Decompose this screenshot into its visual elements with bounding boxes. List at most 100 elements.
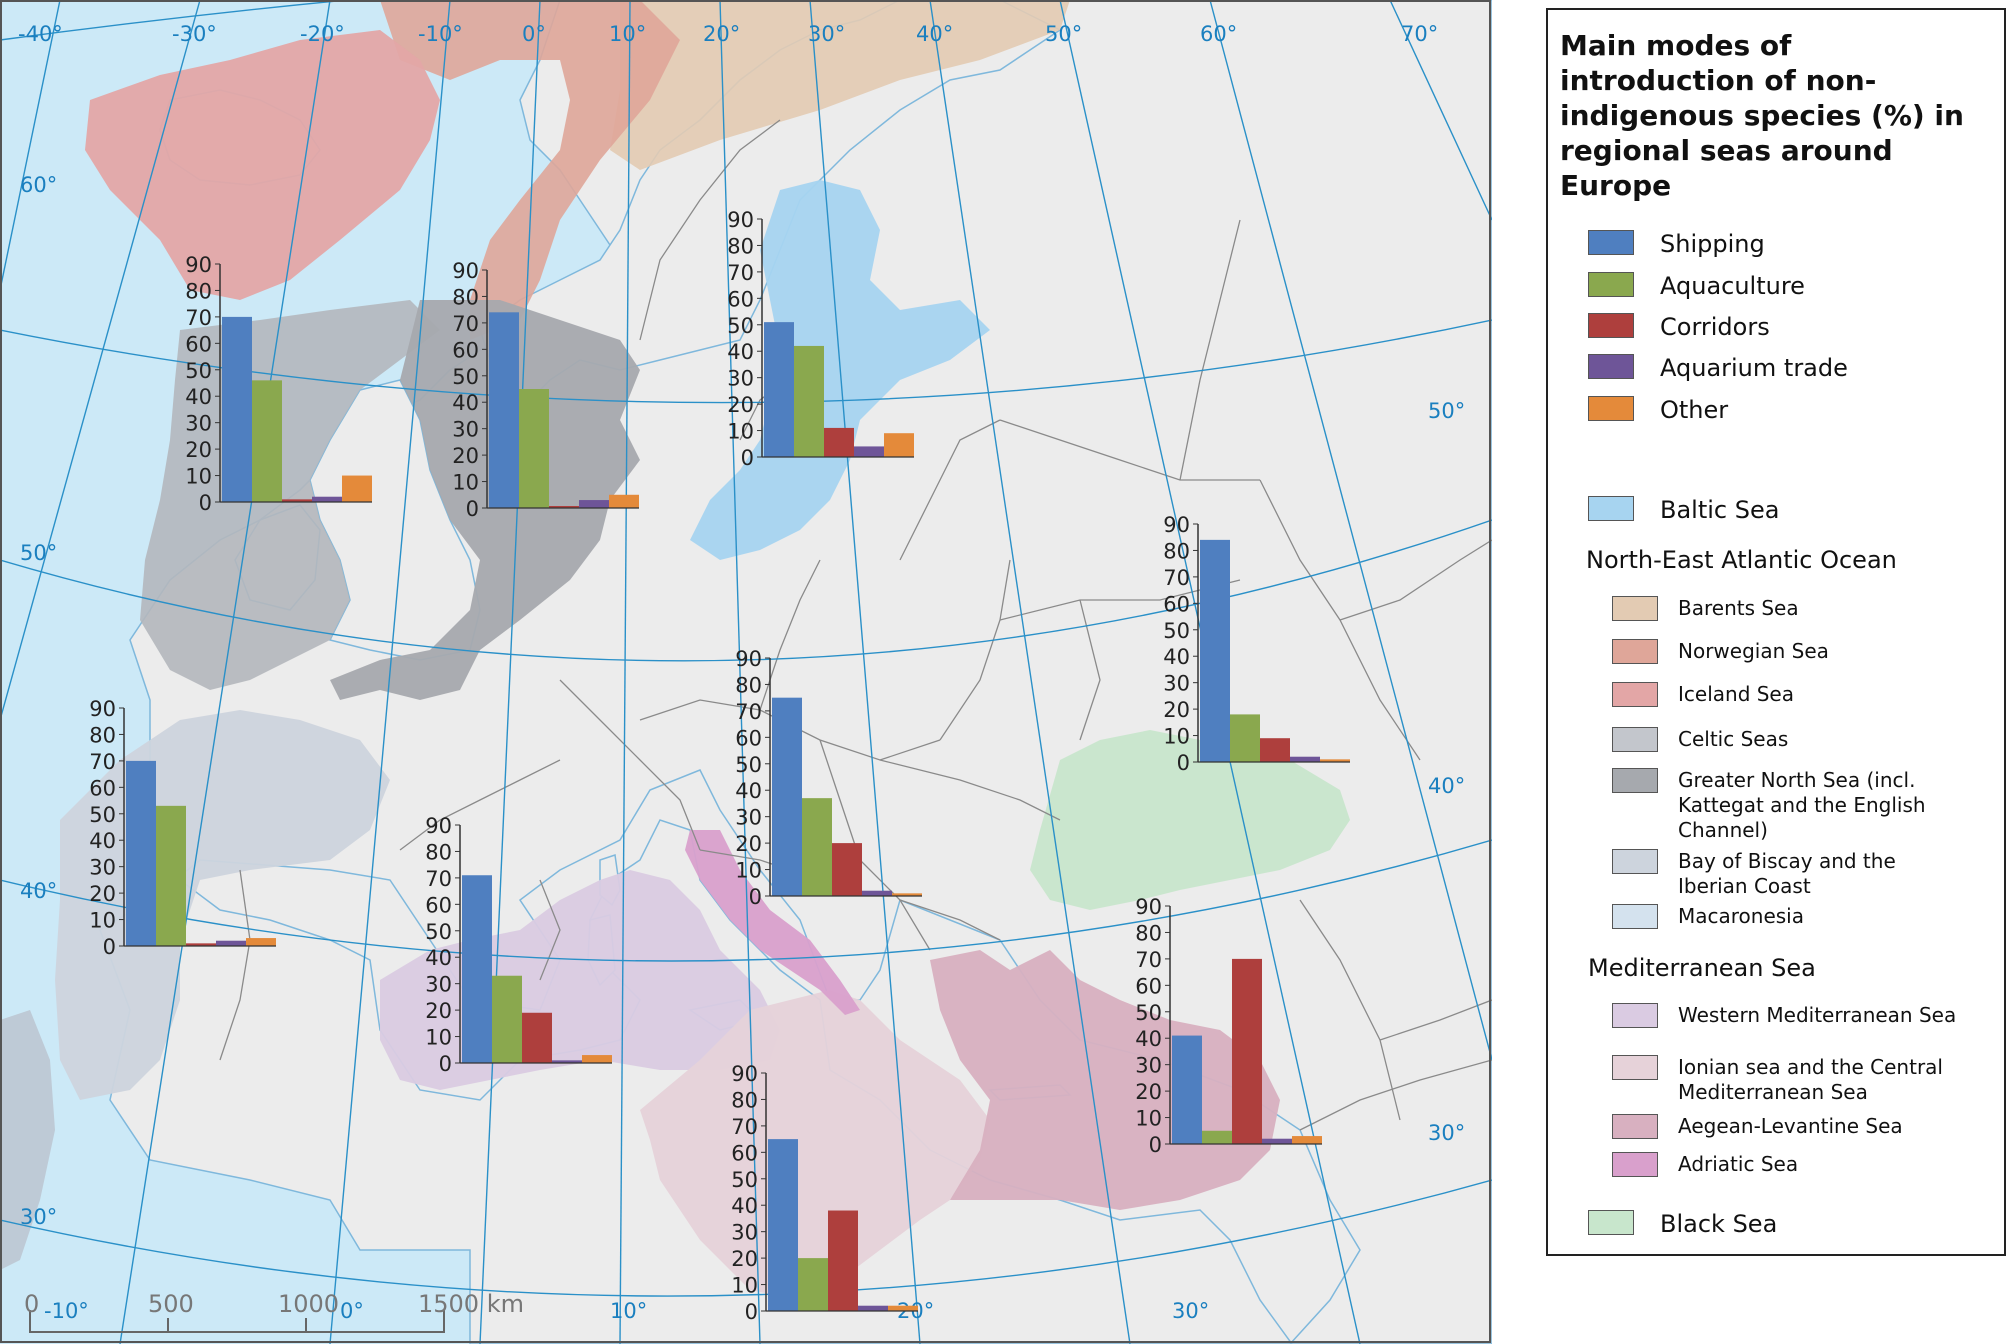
legend-swatch [1612,682,1658,707]
y-tick-label: 20 [727,393,754,417]
scale-label: 0 [24,1290,39,1318]
legend-item-norwegian: Norwegian Sea [1612,639,1829,664]
y-tick-label: 80 [731,1088,758,1112]
bar-aquaculture [794,345,824,457]
legend-label: Black Sea [1660,1210,1778,1238]
bar-shipping [489,312,519,508]
legend-item-aegean: Aegean-Levantine Sea [1612,1114,1903,1139]
y-tick-label: 60 [1163,592,1190,616]
y-tick-label: 20 [731,1247,758,1271]
legend-swatch [1612,727,1658,752]
y-tick-label: 0 [199,491,212,515]
legend-label: Other [1660,396,1729,424]
y-tick-label: 0 [439,1052,452,1076]
bar-corridors [824,427,854,457]
y-tick-label: 80 [425,840,452,864]
bar-aquarium-trade [862,890,892,896]
scale-bar: 0 500 1000 1500 km [24,1290,524,1333]
bar-shipping [462,875,492,1063]
y-tick-label: 40 [1135,1027,1162,1051]
y-tick-label: 80 [185,279,212,303]
legend-label: Aegean-Levantine Sea [1678,1114,1903,1138]
lat-label: 50° [20,541,57,565]
bar-other [609,494,639,508]
y-tick-label: 70 [89,750,116,774]
y-tick-label: 90 [425,814,452,838]
legend-item-shipping: Shipping [1588,230,1765,258]
lon-label: -30° [172,22,217,46]
legend-swatch [1612,849,1658,874]
legend-label: Celtic Seas [1678,727,1789,751]
y-tick-label: 50 [727,314,754,338]
bar-other [888,1305,918,1311]
y-tick-label: 70 [1135,948,1162,972]
legend-heading-med: Mediterranean Sea [1588,954,1816,982]
y-tick-label: 50 [89,803,116,827]
aegean-levantine-area [930,950,1280,1210]
y-tick-label: 0 [103,935,116,959]
y-tick-label: 90 [735,647,762,671]
lon-label: -40° [18,22,63,46]
bar-other [1292,1136,1322,1144]
legend-swatch [1612,768,1658,793]
y-tick-label: 60 [1135,974,1162,998]
map-frame [0,0,1491,1343]
y-tick-label: 30 [1135,1054,1162,1078]
y-tick-label: 60 [89,776,116,800]
legend-label: Ionian sea and the Central Mediterranean… [1678,1055,1943,1104]
legend-swatch [1612,904,1658,929]
y-tick-label: 60 [727,287,754,311]
bar-shipping [768,1139,798,1311]
legend-item-celtic: Celtic Seas [1612,727,1788,752]
y-tick-label: 10 [735,859,762,883]
y-tick-label: 50 [425,920,452,944]
y-tick-label: 10 [185,465,212,489]
legend-label: Western Mediterranean Sea [1678,1003,1957,1027]
europe-map: -40° -30° -20° -10° 0° 10° 20° 30° 40° 5… [0,0,1492,1344]
bar-other [884,433,914,457]
legend-item-black-sea: Black Sea [1588,1210,1777,1238]
y-tick-label: 10 [731,1274,758,1298]
y-tick-label: 10 [1163,725,1190,749]
bar-corridors [549,506,579,508]
legend-label: Aquarium trade [1660,354,1848,382]
y-tick-label: 70 [731,1115,758,1139]
lon-label: 30° [808,22,845,46]
y-tick-label: 0 [1177,751,1190,775]
y-tick-label: 70 [185,306,212,330]
legend-swatch [1588,272,1634,297]
macaronesia-area [0,1010,55,1270]
lat-label: 60° [20,173,57,197]
y-tick-label: 10 [425,1026,452,1050]
legend-item-barents: Barents Sea [1612,596,1799,621]
bar-shipping [764,322,794,457]
bar-corridors [1232,958,1262,1144]
legend-item-north-sea: Greater North Sea (incl. Kattegat and th… [1612,768,1958,843]
legend-swatch [1588,1210,1634,1235]
lon-label: -10° [418,22,463,46]
bar-charts: 0102030405060708090010203040506070809001… [89,208,1350,1324]
bar-other [892,893,922,896]
y-tick-label: 60 [425,893,452,917]
legend-label: Baltic Sea [1660,496,1780,524]
y-tick-label: 70 [452,312,479,336]
y-tick-label: 50 [452,365,479,389]
celtic-seas-area [140,300,440,690]
lat-label: 40° [20,879,57,903]
lon-label: 10° [610,1299,647,1323]
barents-sea-area [610,0,1070,170]
y-tick-label: 10 [1135,1107,1162,1131]
legend-swatch [1612,639,1658,664]
y-tick-label: 70 [425,867,452,891]
legend-swatch [1588,496,1634,521]
legend-swatch [1588,313,1634,338]
bar-aquaculture [156,805,186,946]
y-tick-label: 10 [89,909,116,933]
y-tick-label: 40 [425,946,452,970]
iceland-sea-area [85,30,440,300]
bar-shipping [126,760,156,946]
bar-other [246,938,276,946]
y-tick-label: 80 [89,723,116,747]
legend-label: Adriatic Sea [1678,1152,1799,1176]
